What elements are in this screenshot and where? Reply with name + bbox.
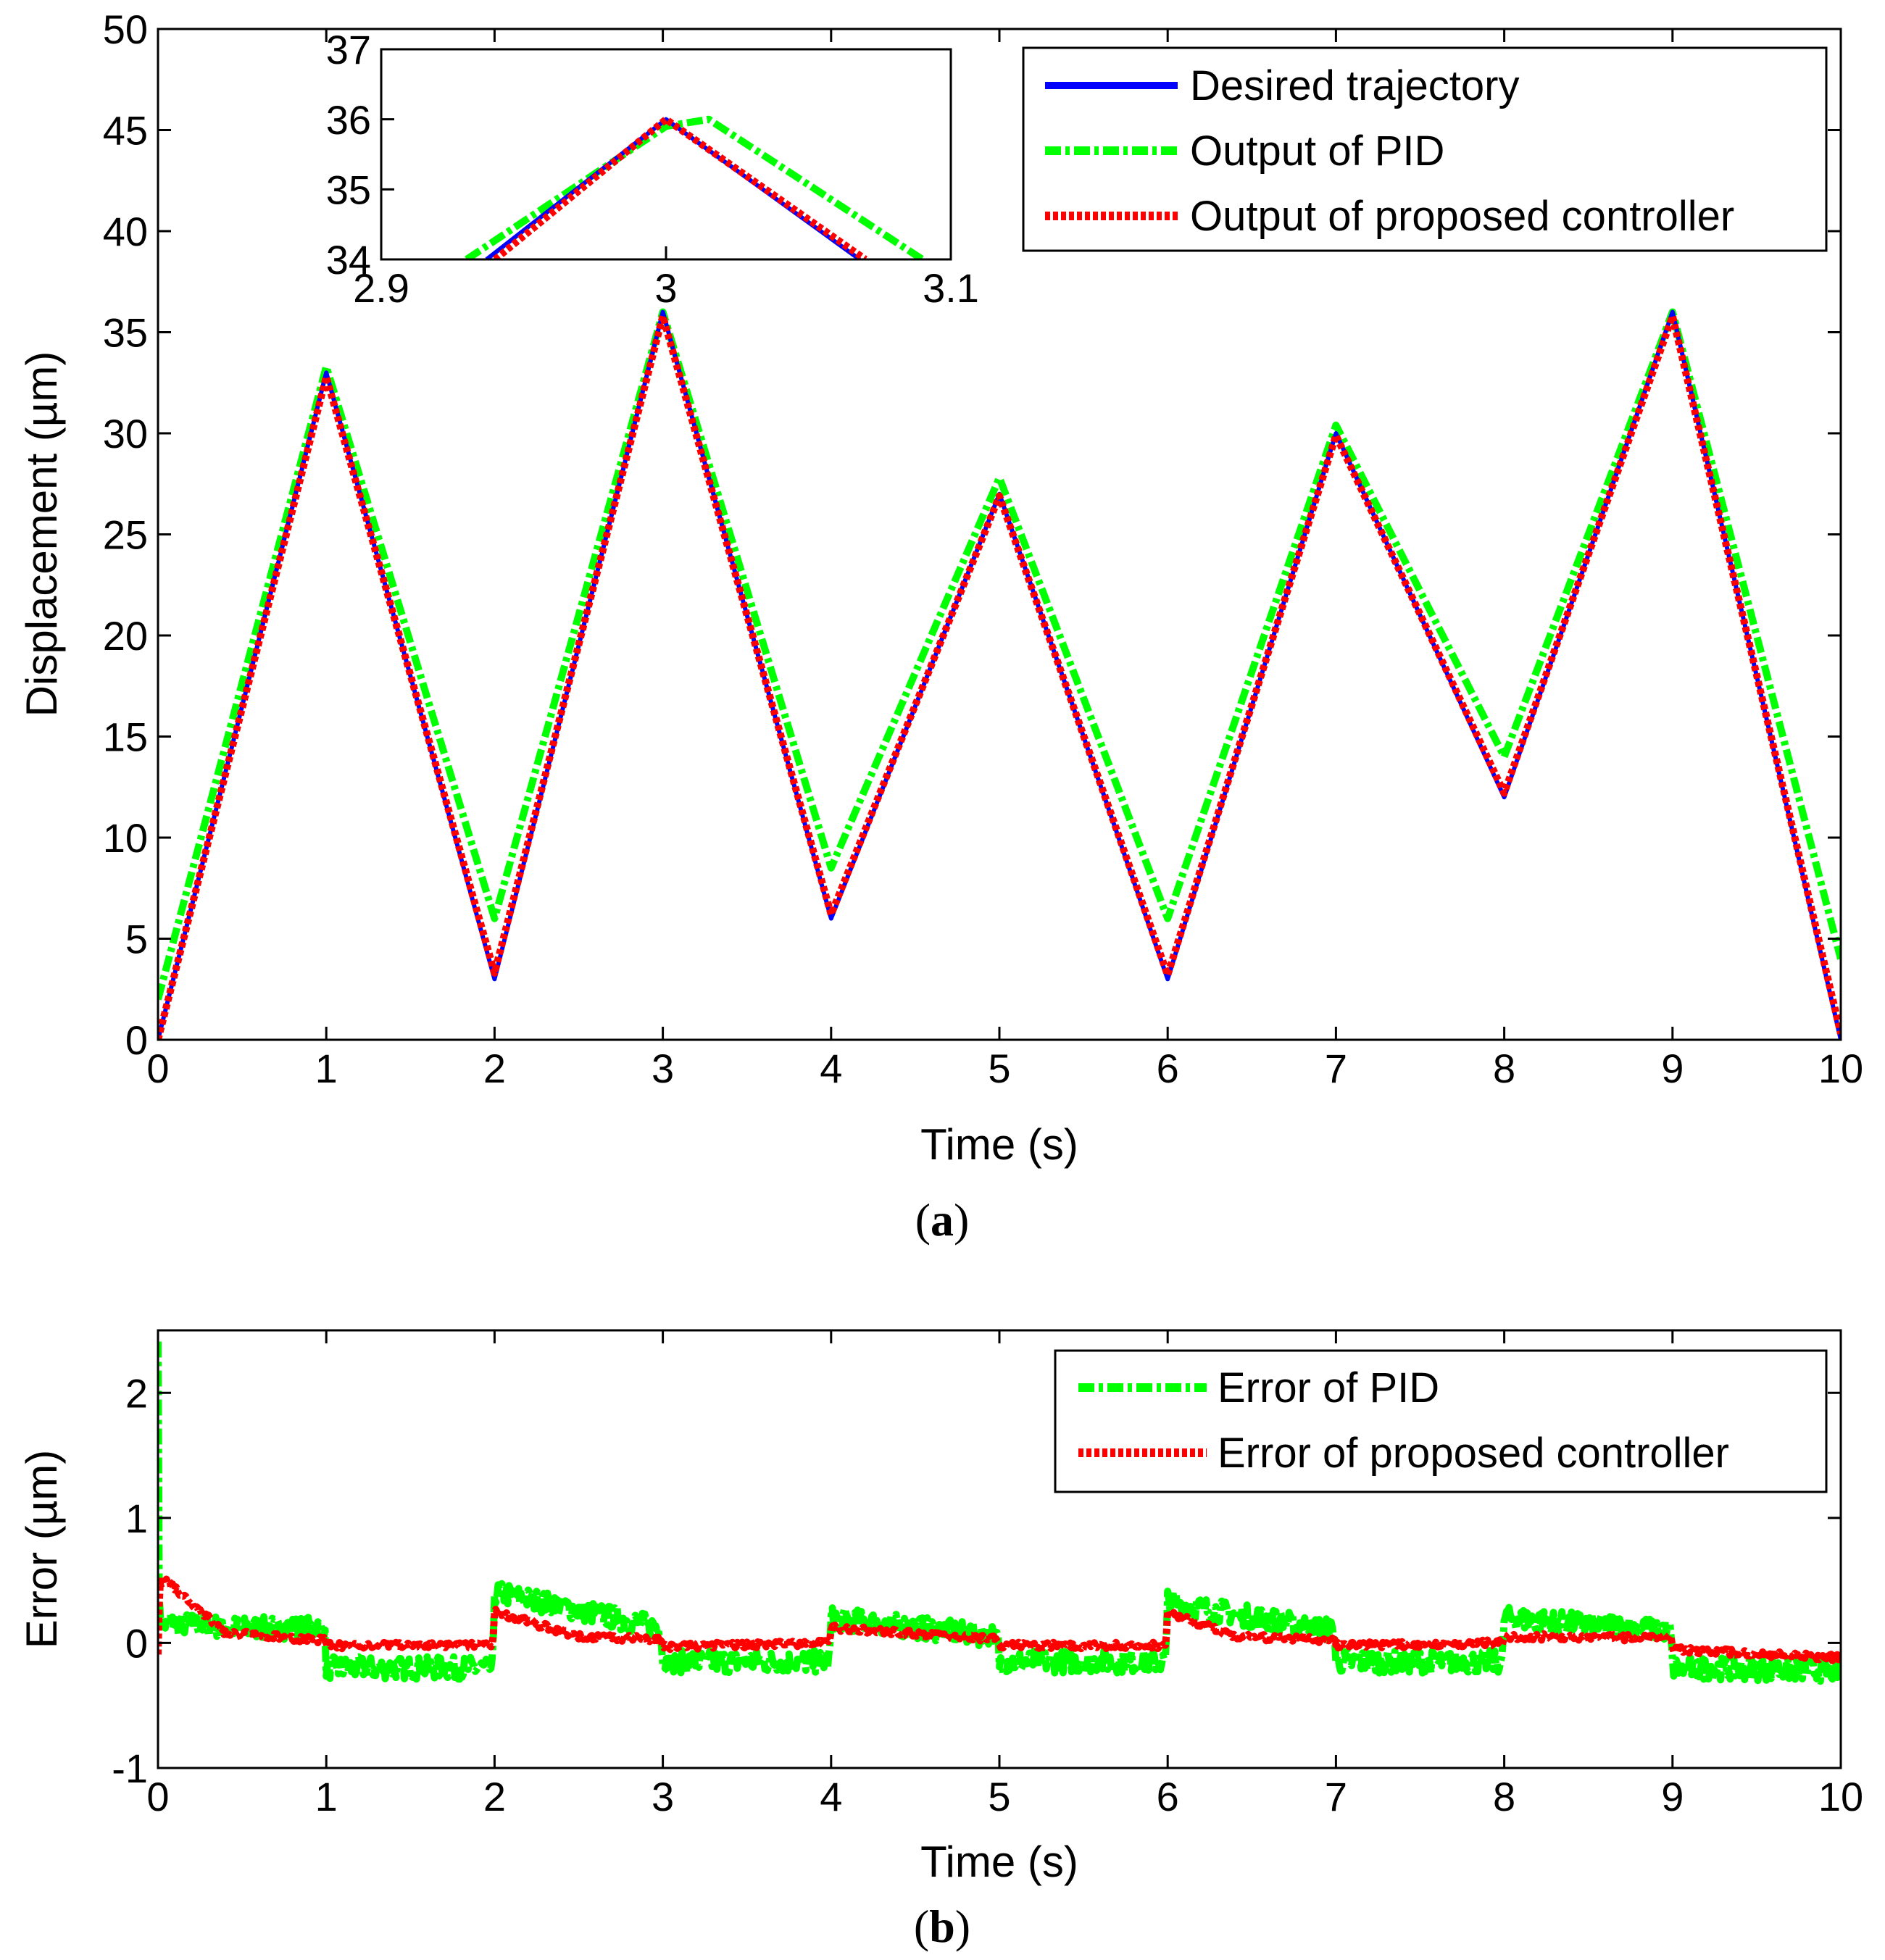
panel-a-xtick-label: 8	[1493, 1046, 1515, 1091]
panel-a-xtick-label: 6	[1157, 1046, 1179, 1091]
panel-a-caption-letter: a	[931, 1194, 954, 1246]
panel-a-ytick-label: 5	[125, 917, 148, 962]
panel-a-ytick-label: 35	[103, 310, 148, 356]
panel-a-ytick-label: 20	[103, 613, 148, 659]
inset-ytick-label: 34	[326, 237, 371, 283]
panel-b-legend: Error of PID Error of proposed controlle…	[1054, 1349, 1828, 1493]
series-error-of-proposed-controller	[158, 1574, 1841, 1664]
panel-a-xtick-label: 3	[652, 1046, 674, 1091]
panel-a-ytick-label: 15	[103, 714, 148, 760]
panel-b-ylabel: Error (µm)	[17, 1450, 66, 1649]
inset-ytick-label: 37	[326, 27, 371, 72]
series-desired-trajectory	[485, 117, 861, 259]
inset-xtick-label: 3.1	[923, 265, 979, 311]
panel-b-legend-box	[1054, 1349, 1828, 1493]
panel-a-ytick-label: 0	[125, 1017, 148, 1063]
panel-b-xtick-label: 9	[1661, 1774, 1684, 1819]
legend-label-error-proposed: Error of proposed controller	[1218, 1430, 1729, 1477]
inset-ticks: 2.9 3 3.1 34 35 36 37	[326, 27, 979, 311]
panel-b-caption-letter: b	[929, 1901, 955, 1952]
panel-a-xtick-label: 2	[483, 1046, 506, 1091]
panel-a-ylabel: Displacement (µm)	[17, 351, 66, 717]
panel-a-xtick-label: 10	[1818, 1046, 1863, 1091]
panel-a-ytick-label: 50	[103, 7, 148, 52]
panel-b-xtick-label: 4	[820, 1774, 842, 1819]
panel-b-xtick-label: 5	[988, 1774, 1010, 1819]
panel-b-ytick-label: -1	[112, 1746, 148, 1791]
panel-b-caption: (b)	[914, 1901, 970, 1952]
panel-a-ytick-label: 25	[103, 512, 148, 558]
panel-b-ytick-label: 1	[125, 1496, 148, 1541]
series-error-of-pid	[158, 1341, 1841, 1685]
panel-b-ytick-label: 0	[125, 1621, 148, 1667]
panel-b-xlabel: Time (s)	[920, 1838, 1078, 1886]
legend-label-error-pid: Error of PID	[1218, 1364, 1439, 1411]
legend-label-output-pid: Output of PID	[1190, 128, 1444, 175]
panel-a-xtick-label: 1	[315, 1046, 338, 1091]
panel-a-ytick-label: 10	[103, 815, 148, 861]
inset-background	[381, 49, 951, 259]
legend-label-output-proposed: Output of proposed controller	[1190, 193, 1734, 240]
panel-a-legend: Desired trajectory Output of PID Output …	[1022, 46, 1828, 252]
panel-a-series-group	[158, 308, 1841, 1040]
panel-a-xtick-label: 7	[1325, 1046, 1347, 1091]
series-output-of-proposed-controller	[158, 312, 1841, 1040]
panel-a-xtick-label: 9	[1661, 1046, 1684, 1091]
panel-a-ytick-label: 30	[103, 411, 148, 456]
panel-a-ytick-label: 40	[103, 209, 148, 254]
inset-ytick-label: 36	[326, 97, 371, 143]
series-output-of-pid	[465, 115, 925, 259]
panel-a-ytick-label: 45	[103, 108, 148, 154]
panel-a-xtick-label: 0	[146, 1046, 169, 1091]
panel-a-xlabel: Time (s)	[920, 1120, 1078, 1169]
series-output-of-proposed-controller	[493, 115, 867, 259]
panel-b-xtick-label: 2	[483, 1774, 506, 1819]
panel-a-caption: (a)	[915, 1194, 970, 1246]
panel-a-xtick-label: 5	[988, 1046, 1010, 1091]
inset-xtick-label: 2.9	[353, 265, 409, 311]
inset-series-group	[465, 115, 925, 259]
panel-b-xtick-label: 10	[1818, 1774, 1863, 1819]
panel-b-ytick-label: 2	[125, 1370, 148, 1416]
series-output-of-pid	[158, 308, 1841, 1001]
panel-b-xtick-label: 1	[315, 1774, 338, 1819]
inset-xtick-label: 3	[654, 265, 677, 311]
panel-a-xtick-label: 4	[820, 1046, 842, 1091]
panel-b-xtick-label: 0	[146, 1774, 169, 1819]
inset-ytick-label: 35	[326, 167, 371, 212]
legend-label-desired-trajectory: Desired trajectory	[1190, 62, 1519, 109]
panel-b-xtick-label: 8	[1493, 1774, 1515, 1819]
panel-b-xtick-label: 6	[1157, 1774, 1179, 1819]
inset-zoom: 2.9 3 3.1 34 35 36 37	[326, 27, 979, 311]
panel-b-series-group	[158, 1341, 1841, 1685]
panel-b-xtick-label: 7	[1325, 1774, 1347, 1819]
panel-b-xtick-label: 3	[652, 1774, 674, 1819]
